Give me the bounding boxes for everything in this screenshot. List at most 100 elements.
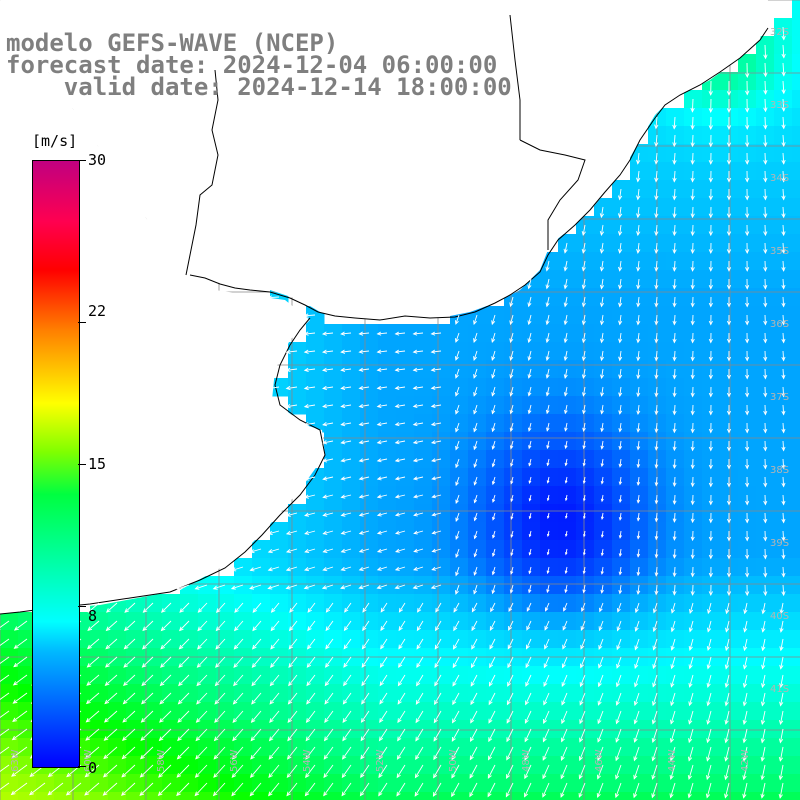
- wind-arrow: [669, 782, 676, 799]
- wind-speed-cell: [288, 522, 307, 541]
- wind-arrow: [563, 260, 568, 272]
- wind-arrow: [305, 746, 316, 760]
- wind-arrow: [160, 638, 172, 650]
- wind-arrow: [214, 710, 226, 723]
- wind-arrow: [636, 224, 641, 237]
- wind-speed-cell: [90, 666, 109, 685]
- wind-arrow: [285, 367, 298, 373]
- wind-arrow: [781, 512, 786, 524]
- wind-arrow: [158, 728, 172, 742]
- wind-speed-cell: [792, 18, 800, 37]
- wind-speed-cell: [72, 792, 91, 800]
- wind-speed-cell: [360, 396, 379, 415]
- wind-arrow: [121, 728, 136, 741]
- wind-arrow: [508, 620, 514, 631]
- wind-arrow: [509, 386, 514, 397]
- wind-arrow: [509, 332, 514, 344]
- wind-arrow: [688, 638, 694, 651]
- wind-arrow: [742, 746, 748, 762]
- wind-arrow: [761, 620, 766, 633]
- wind-arrow: [361, 692, 370, 705]
- wind-arrow: [726, 476, 732, 488]
- wind-arrow: [430, 584, 442, 590]
- wind-arrow: [0, 764, 10, 772]
- wind-arrow: [708, 566, 713, 578]
- wind-arrow: [179, 602, 190, 613]
- wind-speed-cell: [414, 324, 433, 343]
- wind-arrow: [322, 385, 334, 391]
- wind-arrow: [636, 422, 641, 433]
- wind-speed-cell: [378, 576, 397, 595]
- wind-arrow: [598, 656, 604, 669]
- wind-arrow: [0, 638, 10, 649]
- wind-arrow: [546, 530, 550, 538]
- wind-arrow: [525, 692, 532, 706]
- wind-arrow: [285, 512, 298, 517]
- wind-arrow: [286, 764, 298, 779]
- wind-arrow: [726, 98, 732, 113]
- wind-speed-cell: [792, 774, 800, 793]
- wind-arrow: [323, 746, 334, 760]
- wind-arrow: [581, 314, 586, 326]
- wind-arrow: [430, 349, 442, 354]
- wind-arrow: [376, 403, 388, 409]
- wind-arrow: [654, 152, 659, 165]
- wind-arrow: [360, 746, 370, 760]
- wind-arrow: [471, 638, 478, 650]
- wind-arrow: [215, 602, 226, 613]
- wind-arrow: [141, 656, 154, 668]
- wind-speed-cell: [342, 432, 361, 451]
- wind-arrow: [470, 692, 478, 706]
- wind-arrow: [303, 313, 316, 318]
- wind-arrow: [491, 566, 496, 576]
- wind-arrow: [412, 440, 424, 445]
- wind-arrow: [724, 674, 730, 689]
- wind-arrow: [778, 764, 784, 781]
- wind-speed-cell: [792, 720, 800, 739]
- wind-arrow: [416, 620, 424, 632]
- wind-arrow: [706, 746, 712, 762]
- wind-arrow: [708, 386, 713, 398]
- wind-arrow: [376, 548, 388, 553]
- wind-speed-cell: [792, 666, 800, 685]
- wind-arrow: [690, 188, 695, 201]
- wind-arrow: [233, 620, 244, 632]
- wind-arrow: [451, 728, 460, 742]
- wind-arrow: [102, 782, 118, 796]
- wind-speed-cell: [90, 738, 109, 757]
- wind-arrow: [176, 764, 190, 778]
- wind-arrow: [361, 674, 370, 687]
- wind-arrow: [581, 296, 586, 308]
- wind-arrow: [708, 296, 713, 308]
- wind-arrow: [527, 350, 532, 362]
- wind-arrow: [654, 188, 659, 201]
- wind-arrow: [745, 296, 750, 308]
- wind-arrow: [324, 710, 334, 723]
- wind-speed-cell: [0, 666, 19, 685]
- wind-arrow: [340, 403, 352, 409]
- longitude-label: 60W: [83, 749, 94, 772]
- wind-arrow: [654, 332, 659, 344]
- wind-speed-cell: [486, 792, 505, 800]
- wind-arrow: [743, 602, 748, 615]
- wind-arrow: [104, 674, 118, 686]
- wind-arrow: [454, 584, 460, 595]
- wind-arrow: [358, 584, 370, 590]
- wind-arrow: [197, 620, 208, 632]
- wind-speed-cell: [306, 522, 325, 541]
- wind-arrow: [563, 242, 568, 254]
- wind-arrow: [745, 116, 750, 130]
- wind-arrow: [690, 314, 695, 326]
- wind-arrow: [600, 458, 604, 468]
- wind-arrow: [396, 782, 406, 797]
- wind-arrow: [451, 764, 460, 779]
- wind-arrow: [231, 782, 244, 797]
- wind-arrow: [491, 440, 496, 450]
- wind-arrow: [285, 404, 298, 409]
- wind-speed-cell: [396, 414, 415, 433]
- wind-arrow: [415, 746, 424, 761]
- wind-arrow: [506, 692, 514, 706]
- wind-arrow: [325, 638, 334, 650]
- wind-arrow: [726, 566, 732, 578]
- wind-arrow: [582, 386, 586, 397]
